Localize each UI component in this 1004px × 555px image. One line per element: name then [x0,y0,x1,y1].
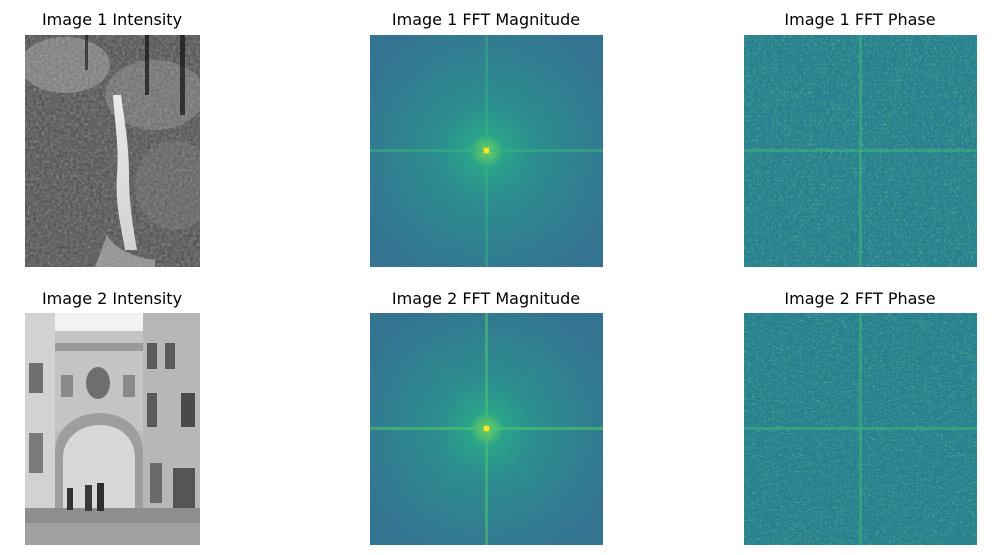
image2-fft-magnitude-panel [370,313,603,545]
image2-fft-magnitude-title: Image 2 FFT Magnitude [391,289,581,308]
image2-intensity-panel [25,313,200,545]
fft-magnitude-image [370,35,603,267]
image1-intensity-panel [25,35,200,267]
image1-intensity-title: Image 1 Intensity [41,10,183,29]
image2-fft-phase-panel [744,313,977,545]
image2-fft-phase-title: Image 2 FFT Phase [784,289,936,308]
image1-fft-phase-title: Image 1 FFT Phase [784,10,936,29]
image1-fft-magnitude-title: Image 1 FFT Magnitude [391,10,581,29]
fft-phase-image [744,313,977,545]
fft-phase-image [744,35,977,267]
image2-intensity-title: Image 2 Intensity [41,289,183,308]
fft-magnitude-image [370,313,603,545]
image1-fft-magnitude-panel [370,35,603,267]
waterfall-image [25,35,200,267]
archway-image [25,313,200,545]
image1-fft-phase-panel [744,35,977,267]
